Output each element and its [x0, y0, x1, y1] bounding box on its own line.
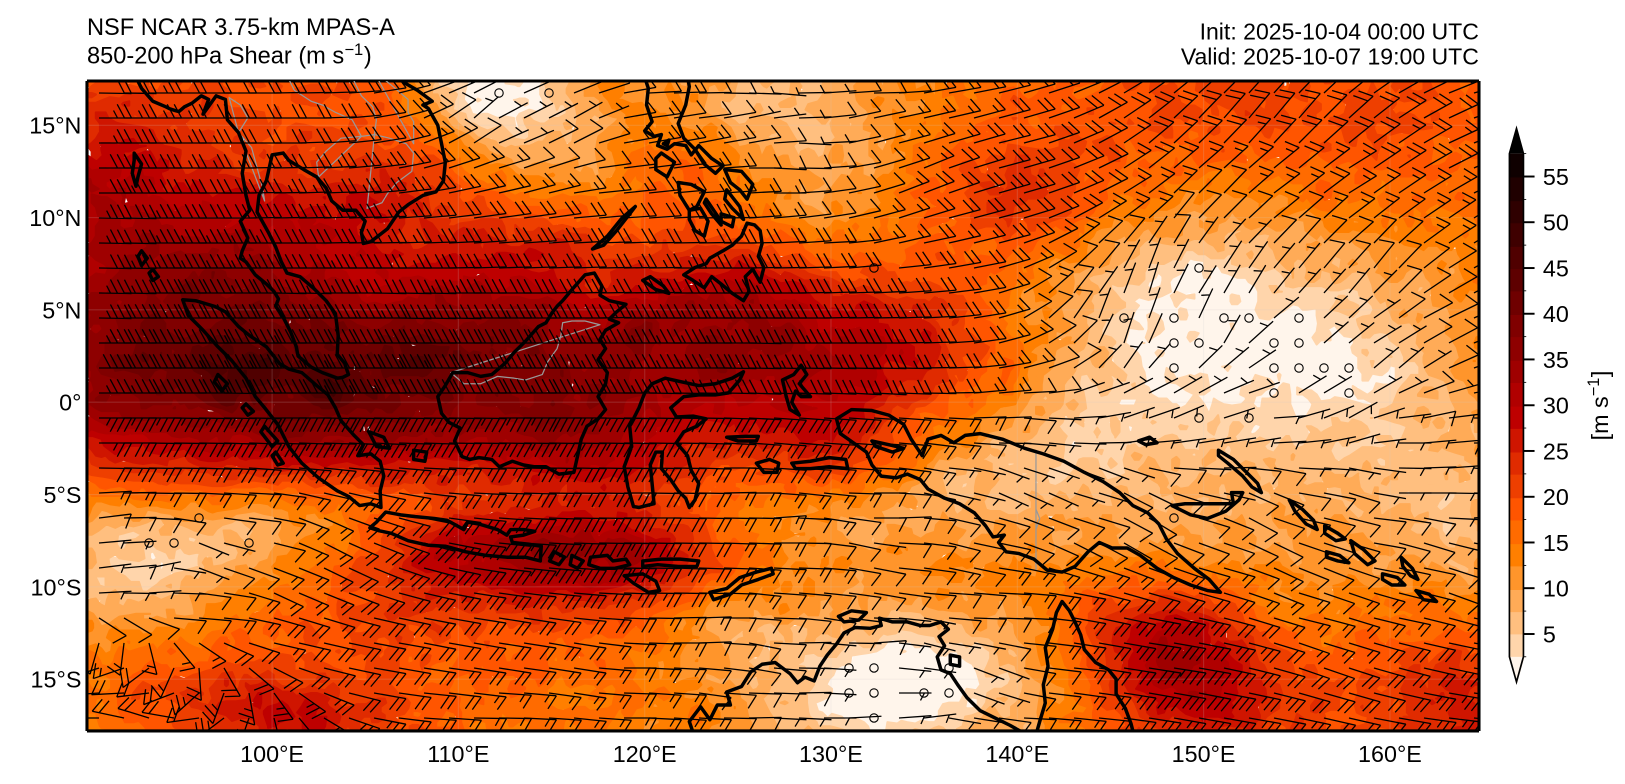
svg-text:140°E: 140°E: [985, 741, 1049, 767]
svg-text:15°S: 15°S: [31, 667, 82, 693]
svg-text:30: 30: [1543, 393, 1569, 419]
svg-text:10°N: 10°N: [29, 205, 81, 231]
svg-text:15: 15: [1543, 530, 1569, 556]
svg-text:110°E: 110°E: [427, 741, 489, 767]
svg-text:55: 55: [1543, 164, 1569, 190]
svg-text:50: 50: [1543, 210, 1569, 236]
svg-text:Init: 2025-10-04 00:00 UTC: Init: 2025-10-04 00:00 UTC: [1200, 18, 1479, 44]
svg-text:15°N: 15°N: [29, 113, 81, 139]
svg-text:5°S: 5°S: [44, 482, 82, 508]
svg-text:35: 35: [1543, 347, 1569, 373]
svg-text:120°E: 120°E: [613, 741, 677, 767]
svg-text:5°N: 5°N: [42, 297, 81, 323]
svg-text:10°S: 10°S: [31, 574, 82, 600]
svg-text:25: 25: [1543, 438, 1569, 464]
svg-text:5: 5: [1543, 621, 1556, 647]
svg-text:NSF NCAR 3.75-km MPAS-A: NSF NCAR 3.75-km MPAS-A: [87, 15, 395, 41]
svg-text:Valid: 2025-10-07 19:00 UTC: Valid: 2025-10-07 19:00 UTC: [1181, 43, 1479, 69]
svg-text:20: 20: [1543, 484, 1569, 510]
svg-text:45: 45: [1543, 256, 1569, 282]
svg-text:150°E: 150°E: [1172, 741, 1236, 767]
svg-text:40: 40: [1543, 301, 1569, 327]
svg-text:0°: 0°: [59, 390, 81, 416]
svg-text:10: 10: [1543, 576, 1569, 602]
svg-text:130°E: 130°E: [799, 741, 863, 767]
svg-text:100°E: 100°E: [240, 741, 304, 767]
svg-text:[ms]−1: [ms]−1: [1585, 371, 1613, 441]
svg-text:160°E: 160°E: [1358, 741, 1422, 767]
